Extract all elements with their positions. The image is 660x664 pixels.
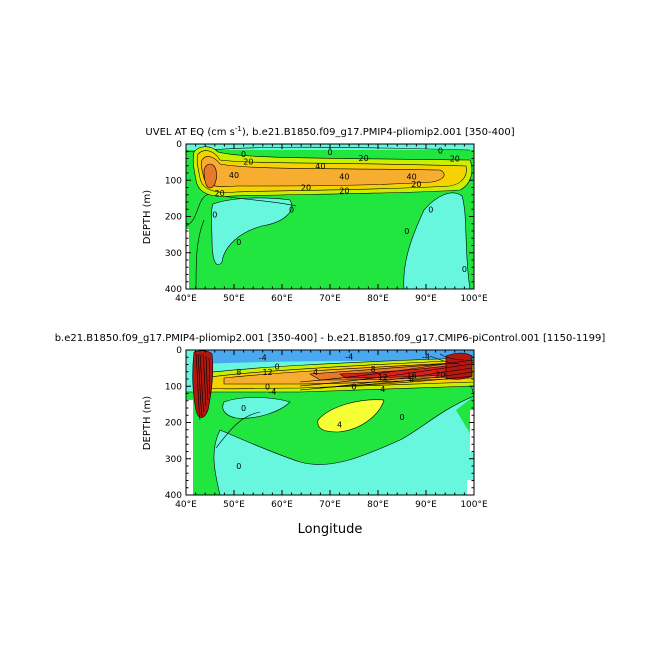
panel-2-contour-0-deep	[215, 411, 261, 449]
x-tick-label-40: 40°E	[175, 500, 197, 510]
y-tick-label-300: 300	[165, 455, 182, 465]
x-tick-label-50: 50°E	[223, 500, 245, 510]
x-tick-label-90: 90°E	[415, 294, 437, 304]
contour-label-10: 20	[301, 184, 311, 193]
contour-label-14: 4	[380, 385, 385, 394]
contour-label-10: 20	[435, 371, 445, 380]
contour-label-2: -4	[422, 353, 430, 362]
contour-label-12: 0	[265, 382, 270, 391]
panel-2-yellow-blob	[317, 399, 385, 433]
panel-2-ylabel: DEPTH (m)	[142, 396, 153, 450]
x-tick-label-80: 80°E	[367, 294, 389, 304]
contour-label-9: 40	[407, 173, 417, 182]
contour-label-2: 0	[438, 147, 443, 156]
panel-2-west-core	[192, 350, 214, 418]
panel-2-dense-contours-west	[195, 353, 211, 421]
y-tick-label-200: 200	[165, 213, 182, 223]
x-tick-label-60: 60°E	[271, 294, 293, 304]
panel-2-field	[186, 350, 474, 495]
y-tick-label-300: 300	[165, 249, 182, 259]
y-tick-label-400: 400	[165, 491, 182, 501]
contour-label-4: 8	[236, 368, 241, 377]
contour-label-3: 0	[275, 362, 280, 371]
x-tick-label-70: 70°E	[319, 294, 341, 304]
panel-1: UVEL AT EQ (cm s-1), b.e21.B1850.f09_g17…	[142, 125, 515, 304]
panel-1-title: UVEL AT EQ (cm s-1), b.e21.B1850.f09_g17…	[145, 125, 514, 138]
contour-label-11: 20	[339, 186, 349, 195]
contour-label-4: 20	[359, 154, 369, 163]
contour-label-6: 40	[315, 162, 325, 171]
y-tick-label-100: 100	[165, 382, 182, 392]
y-tick-label-400: 400	[165, 285, 182, 295]
contour-label-7: 40	[229, 171, 239, 180]
contour-label-5: 20	[450, 155, 460, 164]
contour-label-19: 0	[236, 462, 241, 471]
x-tick-label-70: 70°E	[319, 500, 341, 510]
contour-label-18: 0	[399, 413, 404, 422]
contour-label-14: 0	[289, 205, 294, 214]
panel-1-ylabel: DEPTH (m)	[142, 190, 153, 244]
contour-label-19: 0	[462, 265, 467, 274]
panel-2-title: b.e21.B1850.f09_g17.PMIP4-pliomip2.001 […	[55, 333, 606, 344]
contour-label-3: 20	[243, 157, 253, 166]
contour-label-11: 16	[407, 371, 417, 380]
contour-label-6: 4	[313, 368, 318, 377]
panel-2-cool-left-spot	[222, 397, 291, 419]
panel-1-axes: 40°E 50°E 60°E 70°E 80°E 90°E 100°E01002003004…	[165, 140, 488, 304]
contour-label-0: 0	[241, 150, 246, 159]
x-tick-label-80: 80°E	[367, 500, 389, 510]
panel-1-cool-region-east	[403, 192, 471, 289]
contour-label-12: 20	[411, 180, 421, 189]
contour-label-16: 0	[241, 404, 246, 413]
panel-2-axes: 40°E 50°E 60°E 70°E 80°E 90°E 100°E01002003004…	[165, 346, 488, 510]
panel-2-whitespot-se	[467, 480, 474, 495]
x-tick-label-100: 100°E	[460, 294, 488, 304]
contour-label-17: 4	[337, 420, 342, 429]
panel-1-field	[186, 144, 474, 289]
contour-label-13: 20	[215, 189, 225, 198]
panel-2-xlabel: Longitude	[298, 522, 363, 537]
x-tick-label-40: 40°E	[175, 294, 197, 304]
contour-label-8: 40	[339, 173, 349, 182]
contour-label-0: -4	[259, 353, 267, 362]
panel-2-green-east	[456, 396, 474, 440]
panel-2-whitespot-sw	[186, 400, 193, 495]
contour-label-17: 0	[428, 205, 433, 214]
contour-label-18: 0	[404, 227, 409, 236]
y-tick-label-0: 0	[176, 346, 182, 356]
contour-label-7: 8	[371, 365, 376, 374]
panel-2-dense-contours-east	[299, 353, 473, 391]
x-tick-label-100: 100°E	[460, 500, 488, 510]
x-tick-label-50: 50°E	[223, 294, 245, 304]
panel-1-cool-region-mid	[211, 197, 292, 266]
x-tick-label-60: 60°E	[271, 500, 293, 510]
y-tick-label-100: 100	[165, 176, 182, 186]
contour-label-15: 0	[212, 211, 217, 220]
contour-label-5: 12	[263, 368, 273, 377]
panel-1-contour-0-west	[195, 219, 205, 289]
panel-2-whitespot-ne	[470, 410, 474, 452]
contour-label-15: -4	[268, 388, 276, 397]
x-tick-label-90: 90°E	[415, 500, 437, 510]
contour-label-1: -4	[345, 353, 353, 362]
y-tick-label-0: 0	[176, 140, 182, 150]
panel-1-zone-50	[203, 163, 217, 189]
contour-label-8: 12	[378, 373, 388, 382]
contour-label-16: 0	[236, 238, 241, 247]
contour-label-9: 8	[409, 375, 414, 384]
contour-label-13: 0	[351, 382, 356, 391]
panel-2: b.e21.B1850.f09_g17.PMIP4-pliomip2.001 […	[55, 333, 606, 537]
contour-label-1: 0	[327, 148, 332, 157]
y-tick-label-200: 200	[165, 419, 182, 429]
